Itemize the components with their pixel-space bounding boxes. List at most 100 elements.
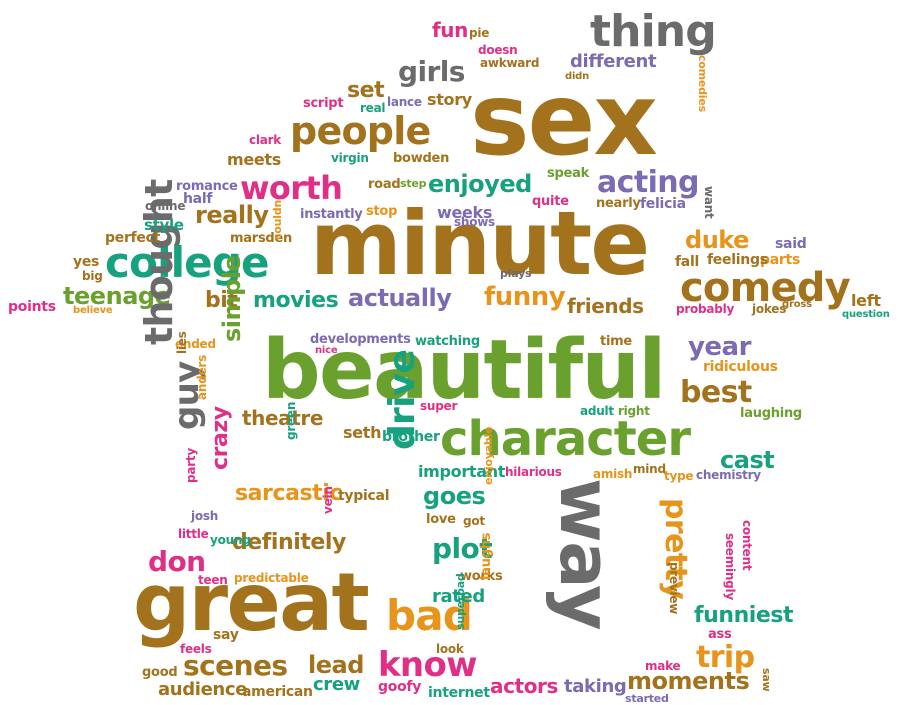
word-perfect: perfect bbox=[105, 230, 161, 246]
word-believe: believe bbox=[73, 305, 113, 316]
word-moments: moments bbox=[627, 667, 750, 695]
word-american: american bbox=[242, 684, 313, 700]
word-virgin: virgin bbox=[331, 151, 369, 165]
word-fall: fall bbox=[675, 254, 700, 270]
word-little: little bbox=[178, 527, 209, 541]
word-got: got bbox=[463, 514, 485, 528]
word-vein: vein bbox=[321, 486, 335, 514]
word-great: great bbox=[133, 556, 370, 649]
word-internet: internet bbox=[428, 685, 490, 701]
word-goes: goes bbox=[423, 482, 486, 510]
word-mind: mind bbox=[633, 462, 666, 476]
word-people: people bbox=[290, 109, 431, 153]
word-feels: feels bbox=[180, 642, 212, 656]
word-script: script bbox=[303, 96, 344, 111]
word-best: best bbox=[680, 375, 752, 410]
word-big: big bbox=[82, 269, 103, 283]
word-question: question bbox=[842, 309, 890, 320]
word-watching: watching bbox=[415, 334, 480, 349]
word-step: step bbox=[400, 177, 427, 190]
word-type: type bbox=[664, 469, 694, 483]
word-works: works bbox=[460, 569, 503, 584]
word-lance: lance bbox=[387, 95, 422, 109]
word-real: real bbox=[360, 101, 386, 115]
word-road: road bbox=[368, 177, 401, 192]
word-nice: nice bbox=[315, 345, 338, 356]
word-don: don bbox=[148, 545, 206, 578]
word-said: said bbox=[775, 236, 807, 252]
word-superbad: superbad bbox=[454, 573, 467, 630]
word-love: love bbox=[426, 512, 456, 527]
word-adult: adult bbox=[580, 404, 614, 418]
word-cast: cast bbox=[720, 446, 775, 474]
word-story: story bbox=[427, 90, 472, 109]
word-look: look bbox=[436, 642, 464, 656]
word-weeks: weeks bbox=[437, 203, 493, 222]
word-left: left bbox=[851, 291, 881, 310]
word-acting: acting bbox=[597, 165, 699, 200]
word-girls: girls bbox=[398, 55, 465, 88]
word-minute: minute bbox=[310, 192, 650, 295]
word-romance: romance bbox=[176, 179, 238, 194]
word-crew: crew bbox=[313, 674, 360, 695]
word-actors: actors bbox=[490, 674, 559, 698]
word-developments: developments bbox=[310, 332, 411, 347]
word-make: make bbox=[645, 659, 681, 673]
word-seemingly: seemingly bbox=[723, 533, 737, 600]
word-good: good bbox=[142, 665, 178, 680]
word-friends: friends bbox=[567, 294, 644, 318]
word-character: character bbox=[440, 411, 691, 467]
word-worth: worth bbox=[240, 169, 343, 207]
word-different: different bbox=[570, 51, 657, 72]
word-goofy: goofy bbox=[378, 679, 422, 695]
word-started: started bbox=[625, 692, 669, 705]
word-seth: seth bbox=[343, 423, 382, 442]
word-bit: bit bbox=[205, 288, 238, 313]
word-sex: sex bbox=[470, 61, 658, 178]
word-plot: plot bbox=[432, 532, 493, 565]
word-saw: saw bbox=[760, 668, 773, 692]
word-want: want bbox=[702, 186, 716, 219]
word-college: college bbox=[105, 238, 270, 287]
word-bad: bad bbox=[386, 591, 473, 640]
word-movies: movies bbox=[253, 288, 339, 313]
word-pie: pie bbox=[469, 26, 490, 40]
word-enjoyed: enjoyed bbox=[428, 170, 532, 198]
word-party: party bbox=[184, 448, 198, 483]
word-yes: yes bbox=[73, 254, 100, 270]
word-green: green bbox=[284, 401, 298, 440]
word-didn: didn bbox=[565, 71, 590, 82]
word-year: year bbox=[688, 332, 751, 362]
word-couldn: couldn bbox=[271, 199, 284, 240]
word-points: points bbox=[8, 299, 56, 315]
word-definitely: definitely bbox=[232, 530, 346, 555]
word-trip: trip bbox=[696, 640, 755, 675]
word-comedies: comedies bbox=[696, 55, 709, 112]
word-say: say bbox=[213, 627, 239, 643]
word-predictable: predictable bbox=[234, 571, 309, 585]
word-parts: parts bbox=[760, 252, 800, 268]
word-josh: josh bbox=[191, 509, 219, 523]
word-audience: audience bbox=[158, 679, 248, 700]
word-feelings: feelings bbox=[707, 252, 768, 268]
word-fun: fun bbox=[432, 18, 468, 42]
word-bowden: bowden bbox=[393, 151, 450, 166]
word-scenes: scenes bbox=[183, 649, 288, 682]
word-ridiculous: ridiculous bbox=[703, 359, 778, 375]
word-time: time bbox=[600, 334, 632, 349]
word-shows: shows bbox=[454, 215, 495, 229]
word-amish: amish bbox=[593, 467, 633, 481]
word-online: online bbox=[145, 199, 186, 213]
word-taking: taking bbox=[564, 676, 627, 697]
word-probably: probably bbox=[676, 302, 735, 316]
word-duke: duke bbox=[685, 226, 749, 254]
word-crazy: crazy bbox=[208, 406, 233, 470]
word-teen: teen bbox=[198, 573, 228, 587]
word-comedy: comedy bbox=[680, 265, 851, 311]
word-instantly: instantly bbox=[300, 207, 363, 222]
word-brother: brother bbox=[382, 429, 440, 445]
word-half: half bbox=[183, 191, 213, 207]
word-enjoyable: enjoyable bbox=[482, 426, 495, 485]
word-actually: actually bbox=[348, 284, 452, 312]
